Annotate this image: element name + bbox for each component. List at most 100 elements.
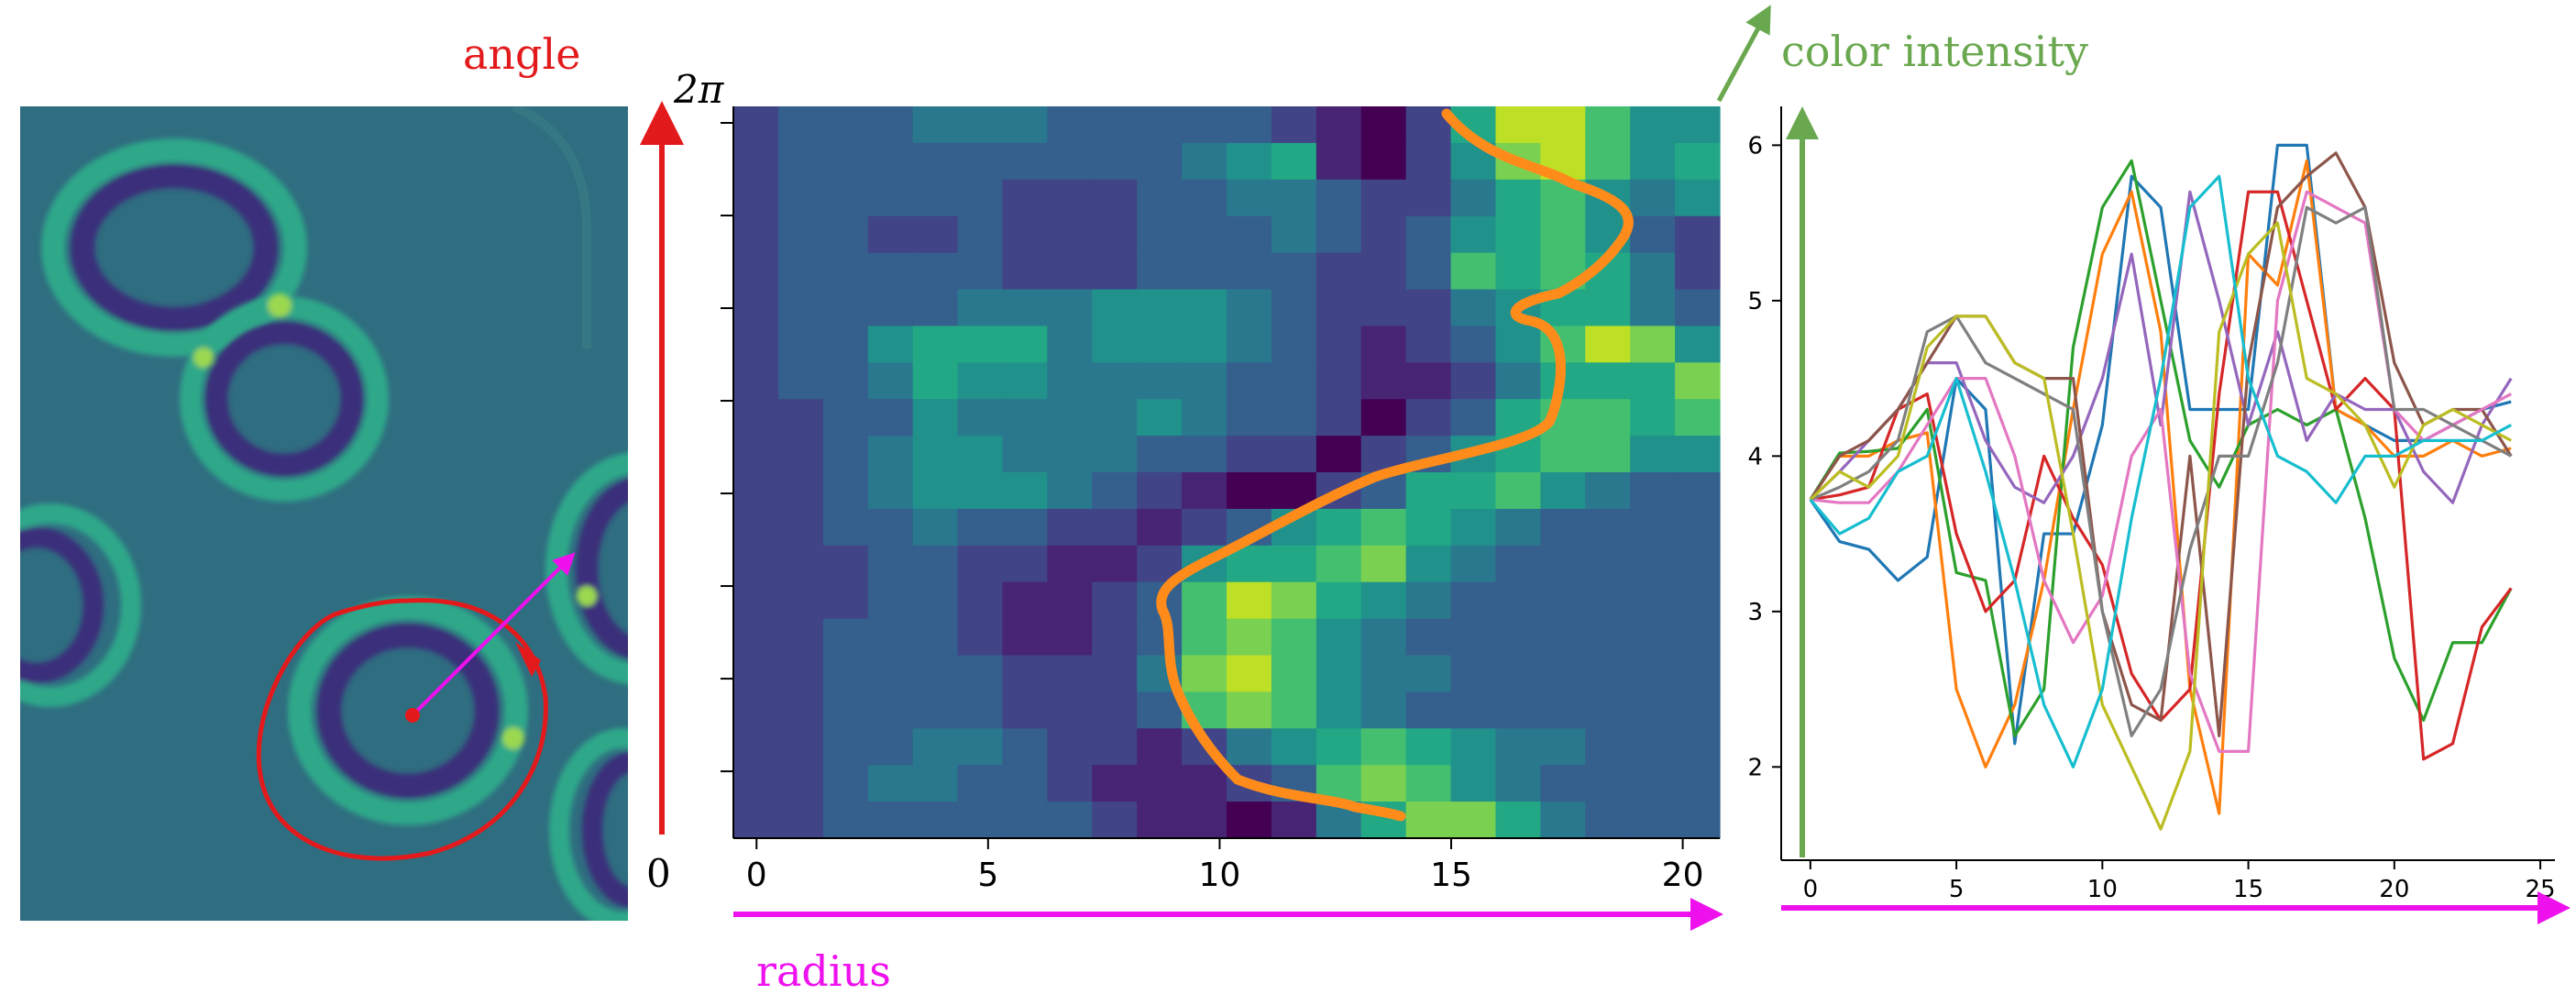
heatmap-cell	[957, 581, 1004, 620]
cell-center	[288, 596, 528, 825]
heatmap-cell	[1092, 655, 1138, 692]
heatmap-cell	[822, 618, 869, 657]
heatmap-cell	[1047, 106, 1093, 144]
heatmap-cell	[777, 179, 824, 217]
heatmap-cell	[1227, 252, 1272, 291]
chart-x-tick-label: 15	[2233, 876, 2263, 903]
heatmap-cell	[777, 691, 824, 729]
heatmap-cell	[867, 436, 914, 473]
heatmap-cell	[1360, 216, 1407, 254]
heatmap-cell	[1585, 618, 1631, 657]
heatmap-cell	[777, 655, 824, 692]
heatmap-cell	[1405, 581, 1452, 620]
heatmap-cell	[1630, 216, 1676, 254]
heatmap-cell	[1405, 399, 1452, 437]
heatmap-x-tick-label: 10	[1199, 857, 1241, 894]
heatmap-cell	[912, 179, 959, 217]
heatmap-cell	[1450, 289, 1497, 326]
heatmap-cell	[1630, 289, 1676, 326]
angle-rotation-arrowhead	[515, 642, 541, 677]
heatmap-cell	[1137, 399, 1183, 437]
heatmap-cell	[1137, 252, 1183, 291]
heatmap-cell	[867, 289, 914, 326]
heatmap-cell	[1227, 179, 1272, 217]
heatmap-cell	[1450, 581, 1497, 620]
heatmap-cell	[1002, 252, 1048, 291]
heatmap-cell	[1092, 106, 1138, 144]
heatmap-cell	[1585, 765, 1631, 802]
heatmap-cell	[822, 801, 869, 839]
heatmap-cell	[1630, 765, 1676, 802]
chart-x-tick-label: 5	[1949, 876, 1965, 903]
heatmap-cell	[733, 436, 779, 473]
heatmap-cell	[867, 618, 914, 657]
heatmap-cell	[912, 545, 959, 583]
heatmap-cell	[1540, 801, 1586, 839]
heatmap-cell	[1405, 362, 1452, 400]
heatmap-cell	[1002, 142, 1048, 181]
heatmap-cell	[1405, 691, 1452, 729]
heatmap-x-tick-label: 5	[977, 857, 998, 894]
heatmap-cell	[1002, 362, 1048, 400]
heatmap-cell	[1495, 618, 1541, 657]
heatmap-cell	[1675, 216, 1721, 254]
heatmap-cell	[1227, 728, 1272, 766]
heatmap-cell	[822, 106, 869, 144]
heatmap-cell	[1137, 436, 1183, 473]
series-line	[1810, 190, 2513, 761]
heatmap-cell	[1271, 399, 1317, 437]
heatmap-cell	[1227, 362, 1272, 400]
heatmap-cell	[1405, 216, 1452, 254]
heatmap-cell	[1360, 142, 1407, 181]
cell-image-panel	[20, 106, 628, 921]
heatmap-cell	[1047, 142, 1093, 181]
heatmap-cell	[1675, 655, 1721, 692]
heatmap-cell	[1047, 728, 1093, 766]
heatmap-cell	[1540, 216, 1586, 254]
heatmap-cell	[777, 618, 824, 657]
heatmap-cell	[733, 252, 779, 291]
polar-unwrapped-heatmap	[733, 106, 1721, 839]
heatmap-cell	[957, 728, 1004, 766]
heatmap-cell	[1227, 801, 1272, 839]
heatmap-cell	[733, 289, 779, 326]
heatmap-cell	[912, 289, 959, 326]
heatmap-cell	[1137, 362, 1183, 400]
heatmap-cell	[1585, 472, 1631, 510]
heatmap-cell	[867, 252, 914, 291]
heatmap-cell	[777, 801, 824, 839]
heatmap-cell	[1271, 436, 1317, 473]
heatmap-cell	[1540, 106, 1586, 144]
heatmap-cell	[867, 362, 914, 400]
heatmap-cell	[1630, 618, 1676, 657]
heatmap-cell	[1450, 216, 1497, 254]
heatmap-cell	[1137, 618, 1183, 657]
chart-y-tick-label: 4	[1747, 443, 1763, 470]
heatmap-cell	[1271, 216, 1317, 254]
chart-x-tick-label: 0	[1803, 876, 1819, 903]
heatmap-cell	[1092, 179, 1138, 217]
heatmap-cell	[1316, 179, 1362, 217]
heatmap-cell	[1630, 142, 1676, 181]
heatmap-cell	[1092, 399, 1138, 437]
heatmap-cell	[912, 618, 959, 657]
heatmap-cell	[1182, 765, 1227, 802]
heatmap-cell	[1495, 545, 1541, 583]
heatmap-cell	[1271, 142, 1317, 181]
heatmap-cell	[1002, 581, 1048, 620]
heatmap-cell	[1585, 508, 1631, 547]
chart-y-tick-label: 6	[1747, 132, 1763, 160]
heatmap-cell	[1227, 326, 1272, 363]
heatmap-cell	[912, 581, 959, 620]
heatmap-cell	[1047, 399, 1093, 437]
heatmap-cell	[733, 216, 779, 254]
heatmap-cell	[957, 472, 1004, 510]
series-line	[1809, 221, 2512, 831]
heatmap-cell	[733, 728, 779, 766]
heatmap-cell	[1002, 436, 1048, 473]
heatmap-cell	[1092, 436, 1138, 473]
heatmap-cell	[1450, 362, 1497, 400]
heatmap-cell	[1092, 581, 1138, 620]
cell-top-middle	[180, 293, 389, 502]
heatmap-cell	[1450, 618, 1497, 657]
